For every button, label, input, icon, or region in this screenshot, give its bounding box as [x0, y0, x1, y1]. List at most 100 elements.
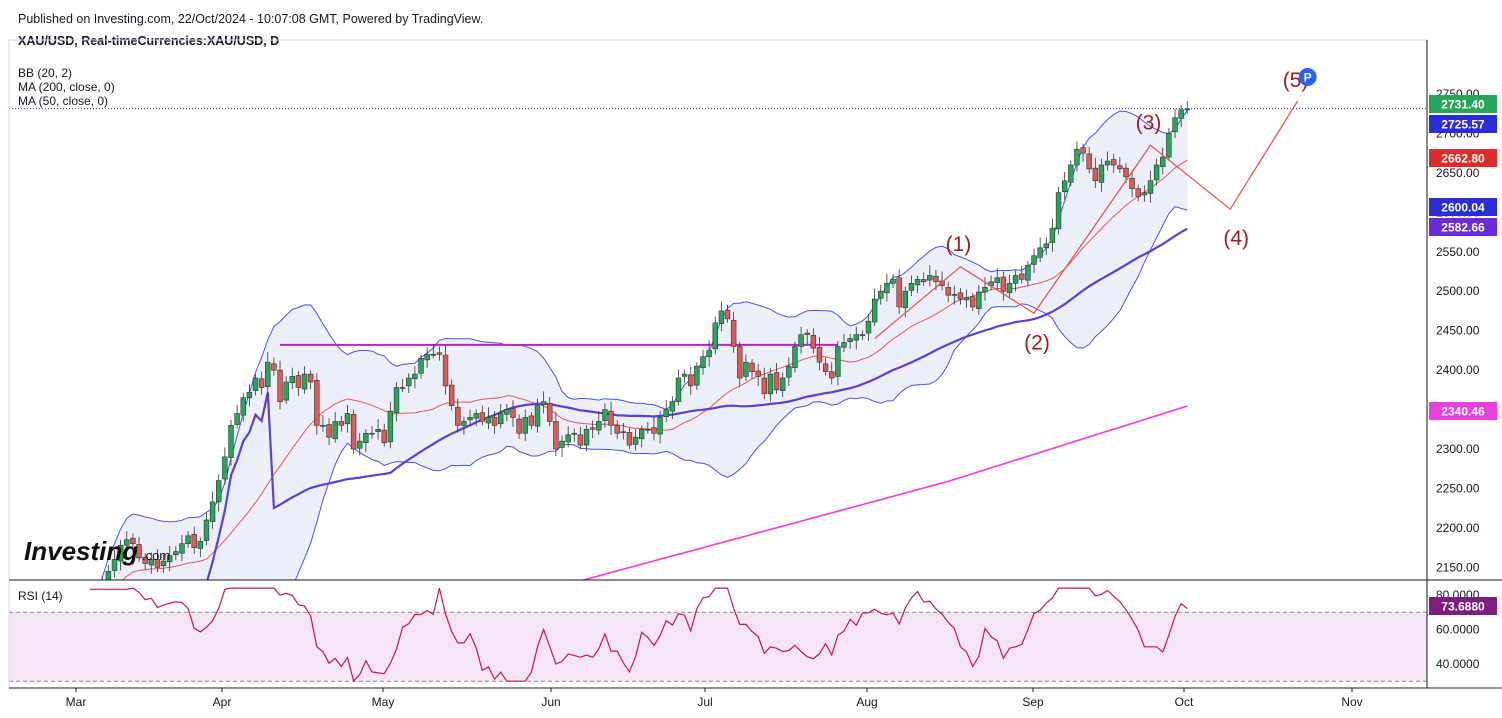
- candle[interactable]: [363, 429, 369, 453]
- candle[interactable]: [197, 537, 204, 558]
- candle[interactable]: [406, 373, 412, 394]
- candle[interactable]: [326, 418, 332, 446]
- rsi-line[interactable]: [90, 587, 1188, 683]
- candle[interactable]: [810, 328, 817, 354]
- legend-ma50[interactable]: MA (50, close, 0): [18, 94, 108, 108]
- candle[interactable]: [614, 419, 620, 439]
- candle[interactable]: [737, 341, 743, 387]
- candle[interactable]: [1184, 101, 1190, 114]
- candle[interactable]: [467, 409, 473, 426]
- candle[interactable]: [1025, 261, 1031, 287]
- candle[interactable]: [228, 419, 234, 466]
- candle[interactable]: [516, 414, 522, 439]
- candle[interactable]: [350, 409, 357, 454]
- candle[interactable]: [185, 531, 191, 548]
- candle[interactable]: [338, 415, 345, 432]
- candle[interactable]: [1006, 274, 1013, 299]
- candle[interactable]: [632, 429, 639, 451]
- candle[interactable]: [982, 277, 988, 301]
- candle[interactable]: [1111, 153, 1117, 173]
- price-pane[interactable]: [9, 100, 1427, 718]
- legend-bb[interactable]: BB (20, 2): [18, 66, 72, 80]
- candle[interactable]: [307, 370, 314, 390]
- candle[interactable]: [589, 420, 596, 438]
- candle[interactable]: [779, 372, 786, 397]
- candle[interactable]: [424, 347, 430, 368]
- candle[interactable]: [712, 316, 718, 355]
- candle[interactable]: [522, 409, 528, 442]
- candle[interactable]: [154, 549, 161, 573]
- candle[interactable]: [786, 357, 792, 386]
- candle[interactable]: [890, 273, 896, 289]
- candle[interactable]: [117, 539, 124, 571]
- candle[interactable]: [927, 265, 933, 287]
- candle[interactable]: [602, 403, 608, 428]
- candle[interactable]: [240, 393, 246, 422]
- candle[interactable]: [645, 422, 651, 435]
- candle[interactable]: [473, 409, 479, 427]
- candle[interactable]: [908, 275, 915, 296]
- candle[interactable]: [798, 326, 804, 354]
- candle[interactable]: [755, 363, 761, 386]
- candle[interactable]: [216, 474, 222, 512]
- legend-ma200[interactable]: MA (200, close, 0): [18, 80, 115, 94]
- candle[interactable]: [1153, 158, 1160, 186]
- candle[interactable]: [920, 272, 927, 286]
- candle[interactable]: [1061, 172, 1068, 200]
- candle[interactable]: [638, 425, 645, 448]
- candle[interactable]: [681, 369, 688, 383]
- candle[interactable]: [559, 435, 565, 457]
- candle[interactable]: [1098, 158, 1105, 192]
- candle[interactable]: [252, 374, 259, 396]
- candle[interactable]: [136, 536, 142, 562]
- candle[interactable]: [1147, 170, 1154, 203]
- candle[interactable]: [871, 288, 878, 326]
- p-badge-icon[interactable]: [1298, 68, 1317, 86]
- candle[interactable]: [970, 292, 976, 311]
- candle[interactable]: [675, 369, 682, 406]
- candle[interactable]: [209, 491, 216, 529]
- candle[interactable]: [265, 351, 271, 397]
- candle[interactable]: [534, 398, 541, 433]
- candle[interactable]: [994, 268, 1000, 290]
- candle[interactable]: [651, 417, 657, 441]
- candle[interactable]: [963, 289, 970, 308]
- candle[interactable]: [142, 553, 148, 570]
- candle[interactable]: [277, 360, 283, 410]
- candle[interactable]: [436, 346, 443, 361]
- candle[interactable]: [1000, 271, 1007, 301]
- candle[interactable]: [761, 367, 768, 400]
- candle[interactable]: [111, 550, 118, 578]
- candle[interactable]: [344, 404, 351, 433]
- candle[interactable]: [976, 284, 982, 315]
- ma200-line[interactable]: [90, 405, 1188, 713]
- candle[interactable]: [577, 426, 584, 450]
- bb-upper-line[interactable]: [90, 110, 1188, 620]
- candle[interactable]: [246, 384, 253, 407]
- candle[interactable]: [841, 333, 847, 352]
- candle[interactable]: [835, 340, 841, 386]
- candle[interactable]: [1068, 160, 1074, 187]
- candle[interactable]: [847, 333, 853, 349]
- candle[interactable]: [1019, 265, 1025, 284]
- candle[interactable]: [448, 379, 455, 411]
- candle[interactable]: [626, 427, 633, 450]
- ma50-line[interactable]: [90, 227, 1188, 718]
- candle[interactable]: [399, 378, 406, 393]
- candle[interactable]: [289, 367, 295, 390]
- candle[interactable]: [1074, 141, 1080, 172]
- candle[interactable]: [688, 366, 694, 395]
- candle[interactable]: [1135, 184, 1141, 202]
- candle[interactable]: [124, 531, 130, 551]
- candle[interactable]: [547, 396, 553, 427]
- candle[interactable]: [1141, 185, 1148, 203]
- candle[interactable]: [455, 398, 461, 433]
- candle[interactable]: [1178, 105, 1184, 128]
- bb-lower-line[interactable]: [90, 206, 1188, 636]
- candle[interactable]: [1043, 237, 1049, 255]
- candle[interactable]: [461, 416, 467, 435]
- candle[interactable]: [878, 284, 884, 305]
- candle[interactable]: [706, 340, 712, 367]
- candle[interactable]: [1129, 170, 1135, 198]
